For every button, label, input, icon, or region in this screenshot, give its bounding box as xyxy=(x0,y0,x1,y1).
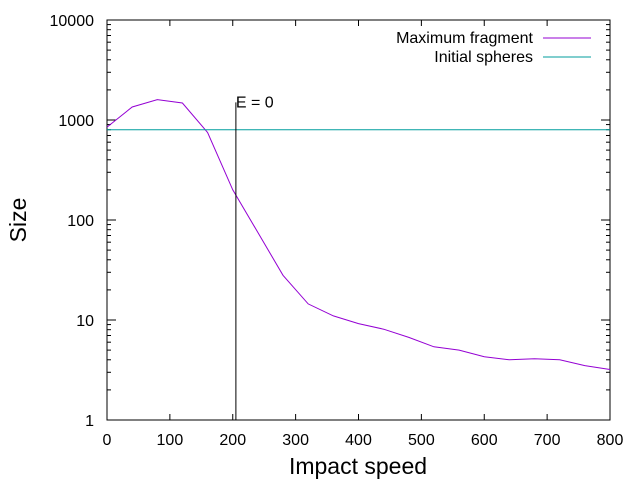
series-line-maximum-fragment xyxy=(106,99,611,370)
x-tick-label: 800 xyxy=(597,432,624,449)
x-tick-label: 400 xyxy=(345,432,372,449)
plot-frame xyxy=(106,19,611,421)
x-tick-label: 700 xyxy=(534,432,561,449)
x-tick-label: 500 xyxy=(408,432,435,449)
y-tick-label: 10000 xyxy=(50,13,95,30)
x-axis-label: Impact speed xyxy=(289,453,427,479)
x-tick-label: 200 xyxy=(219,432,246,449)
x-tick-label: 600 xyxy=(471,432,498,449)
y-axis-label: Size xyxy=(5,198,31,243)
annotation-label: E = 0 xyxy=(236,94,274,111)
x-tick-label: 300 xyxy=(282,432,309,449)
legend-label: Initial spheres xyxy=(434,49,533,66)
y-tick-label: 10 xyxy=(76,313,94,330)
y-tick-label: 100 xyxy=(67,213,94,230)
x-tick-label: 100 xyxy=(157,432,184,449)
y-tick-label: 1 xyxy=(85,413,94,430)
y-tick-label: 1000 xyxy=(58,113,94,130)
x-tick-label: 0 xyxy=(103,432,112,449)
legend-label: Maximum fragment xyxy=(396,30,533,47)
